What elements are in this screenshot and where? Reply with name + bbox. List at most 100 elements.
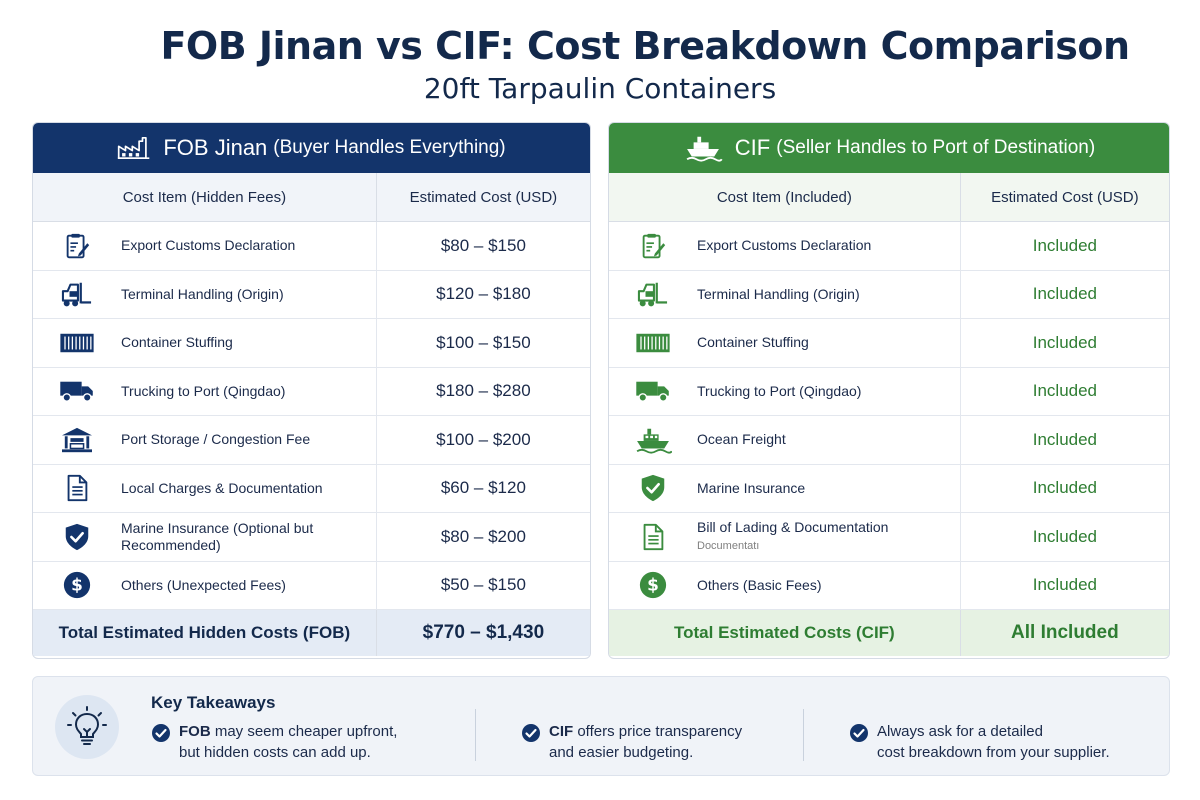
cost-value: $180 – $280 <box>436 381 531 401</box>
cost-value: $60 – $120 <box>440 478 526 498</box>
table-row: Local Charges & Documentation $60 – $120 <box>33 464 590 513</box>
cif-title: CIF <box>734 135 771 160</box>
fob-total-label: Total Estimated Hidden Costs (FOB) <box>33 610 377 656</box>
shield-icon <box>638 473 668 503</box>
truck-icon <box>634 378 672 404</box>
takeaway-line1: may seem cheaper upfront, <box>210 723 398 740</box>
cost-value: Included <box>1032 332 1098 352</box>
takeaway-line2: and easier budgeting. <box>549 744 694 761</box>
cost-item-label: Marine Insurance <box>697 479 806 496</box>
cost-item-label-line2: Recommended) <box>121 536 221 553</box>
cost-item-label: Marine Insurance (Optional but Recommend… <box>121 520 313 554</box>
check-circle-icon <box>849 723 869 743</box>
table-row: Container Stuffing $100 – $150 <box>33 319 590 368</box>
cost-value: Included <box>1032 526 1098 546</box>
table-row: Port Storage / Congestion Fee $100 – $20… <box>33 416 590 465</box>
shield-icon <box>62 522 92 552</box>
cost-item-label: Terminal Handling (Origin) <box>697 285 860 302</box>
table-row: Others (Basic Fees) Included <box>609 561 1169 610</box>
fob-total-row: Total Estimated Hidden Costs (FOB) $770 … <box>33 610 590 656</box>
cost-item-label: Export Customs Declaration <box>697 237 872 254</box>
ship-icon <box>683 133 723 163</box>
cost-item-label: Export Customs Declaration <box>121 237 296 254</box>
cost-value: Included <box>1032 478 1098 498</box>
forklift-icon <box>636 279 670 309</box>
fob-col-cost-item: Cost Item (Hidden Fees) <box>33 173 377 221</box>
cif-col-cost-item: Cost Item (Included) <box>609 173 961 221</box>
cost-item-label: Others (Unexpected Fees) <box>121 576 286 593</box>
table-row: Others (Unexpected Fees) $50 – $150 <box>33 561 590 610</box>
cost-item-label-main: Bill of Lading & Documentation <box>697 518 889 535</box>
divider <box>803 709 804 761</box>
lightbulb-icon <box>55 695 119 759</box>
cost-item-label-line1: Marine Insurance (Optional but <box>121 519 314 536</box>
cost-item-label: Terminal Handling (Origin) <box>121 285 284 302</box>
cost-item-label: Trucking to Port (Qingdao) <box>697 382 862 399</box>
page-subtitle: 20ft Tarpaulin Containers <box>423 72 777 105</box>
table-row: Trucking to Port (Qingdao) $180 – $280 <box>33 367 590 416</box>
cost-value: $120 – $180 <box>436 284 531 304</box>
takeaway-item: FOB may seem cheaper upfront, but hidden… <box>151 721 397 763</box>
cost-value: Included <box>1032 381 1098 401</box>
cif-total-label: Total Estimated Costs (CIF) <box>609 610 961 656</box>
clipboard-icon <box>62 231 92 261</box>
fob-subtitle: (Buyer Handles Everything) <box>273 137 506 158</box>
cost-item-label-ghost: Documentatı <box>697 539 760 552</box>
check-circle-icon <box>151 723 171 743</box>
cost-value: $100 – $200 <box>436 429 531 449</box>
fob-total-value: $770 – $1,430 <box>422 622 545 643</box>
cost-value: Included <box>1032 575 1098 595</box>
cif-col-estimated-cost: Estimated Cost (USD) <box>991 188 1139 206</box>
table-row: Container Stuffing Included <box>609 319 1169 368</box>
key-takeaways-title: Key Takeaways <box>151 693 276 712</box>
document-icon <box>62 473 92 503</box>
document-icon <box>638 522 668 552</box>
forklift-icon <box>60 279 94 309</box>
factory-icon <box>117 134 151 162</box>
takeaway-item: Always ask for a detailed cost breakdown… <box>849 721 1110 763</box>
takeaway-line2: but hidden costs can add up. <box>179 744 371 761</box>
fob-panel: FOB Jinan (Buyer Handles Everything) Cos… <box>32 122 591 659</box>
table-row: Terminal Handling (Origin) $120 – $180 <box>33 270 590 319</box>
fob-title: FOB Jinan <box>163 135 268 160</box>
cost-item-label: Others (Basic Fees) <box>697 576 822 593</box>
cost-value: $50 – $150 <box>440 575 526 595</box>
takeaway-bold: FOB <box>179 723 211 740</box>
cif-column-header: Cost Item (Included) Estimated Cost (USD… <box>609 173 1169 222</box>
dollar-icon <box>62 570 92 600</box>
cost-item-label: Container Stuffing <box>121 334 233 351</box>
cif-panel: CIF (Seller Handles to Port of Destinati… <box>608 122 1170 659</box>
check-circle-icon <box>521 723 541 743</box>
table-row: Terminal Handling (Origin) Included <box>609 270 1169 319</box>
key-takeaways-panel: Key Takeaways FOB may seem cheaper upfro… <box>32 676 1170 776</box>
dollar-icon <box>638 570 668 600</box>
cif-total-value: All Included <box>1011 622 1119 643</box>
cif-subtitle: (Seller Handles to Port of Destination) <box>776 137 1096 158</box>
table-row: Export Customs Declaration Included <box>609 222 1169 271</box>
page-title: FOB Jinan vs CIF: Cost Breakdown Compari… <box>160 24 1130 68</box>
clipboard-icon <box>638 231 668 261</box>
cost-item-label: Port Storage / Congestion Fee <box>121 431 311 448</box>
container-icon <box>634 331 672 355</box>
truck-icon <box>58 378 96 404</box>
cif-total-row: Total Estimated Costs (CIF) All Included <box>609 610 1169 656</box>
warehouse-icon <box>60 425 94 455</box>
cost-value: Included <box>1032 284 1098 304</box>
cost-item-label: Trucking to Port (Qingdao) <box>121 382 286 399</box>
ship-icon <box>634 425 672 455</box>
takeaway-bold: CIF <box>549 723 574 740</box>
table-row: Trucking to Port (Qingdao) Included <box>609 367 1169 416</box>
cost-value: Included <box>1032 235 1098 255</box>
table-row: Bill of Lading & Documentation Documenta… <box>609 513 1169 562</box>
takeaway-line1: Always ask for a detailed <box>877 723 1043 740</box>
fob-panel-header: FOB Jinan (Buyer Handles Everything) <box>33 123 590 173</box>
cost-value: $100 – $150 <box>436 332 531 352</box>
cost-item-label: Bill of Lading & Documentation Documenta… <box>697 519 888 555</box>
cif-panel-header: CIF (Seller Handles to Port of Destinati… <box>609 123 1169 173</box>
container-icon <box>58 331 96 355</box>
takeaway-item: CIF offers price transparency and easier… <box>521 721 742 763</box>
cost-item-label: Container Stuffing <box>697 334 809 351</box>
cost-item-label: Ocean Freight <box>697 431 786 448</box>
cost-item-label: Local Charges & Documentation <box>121 479 323 496</box>
table-row: Export Customs Declaration $80 – $150 <box>33 222 590 271</box>
